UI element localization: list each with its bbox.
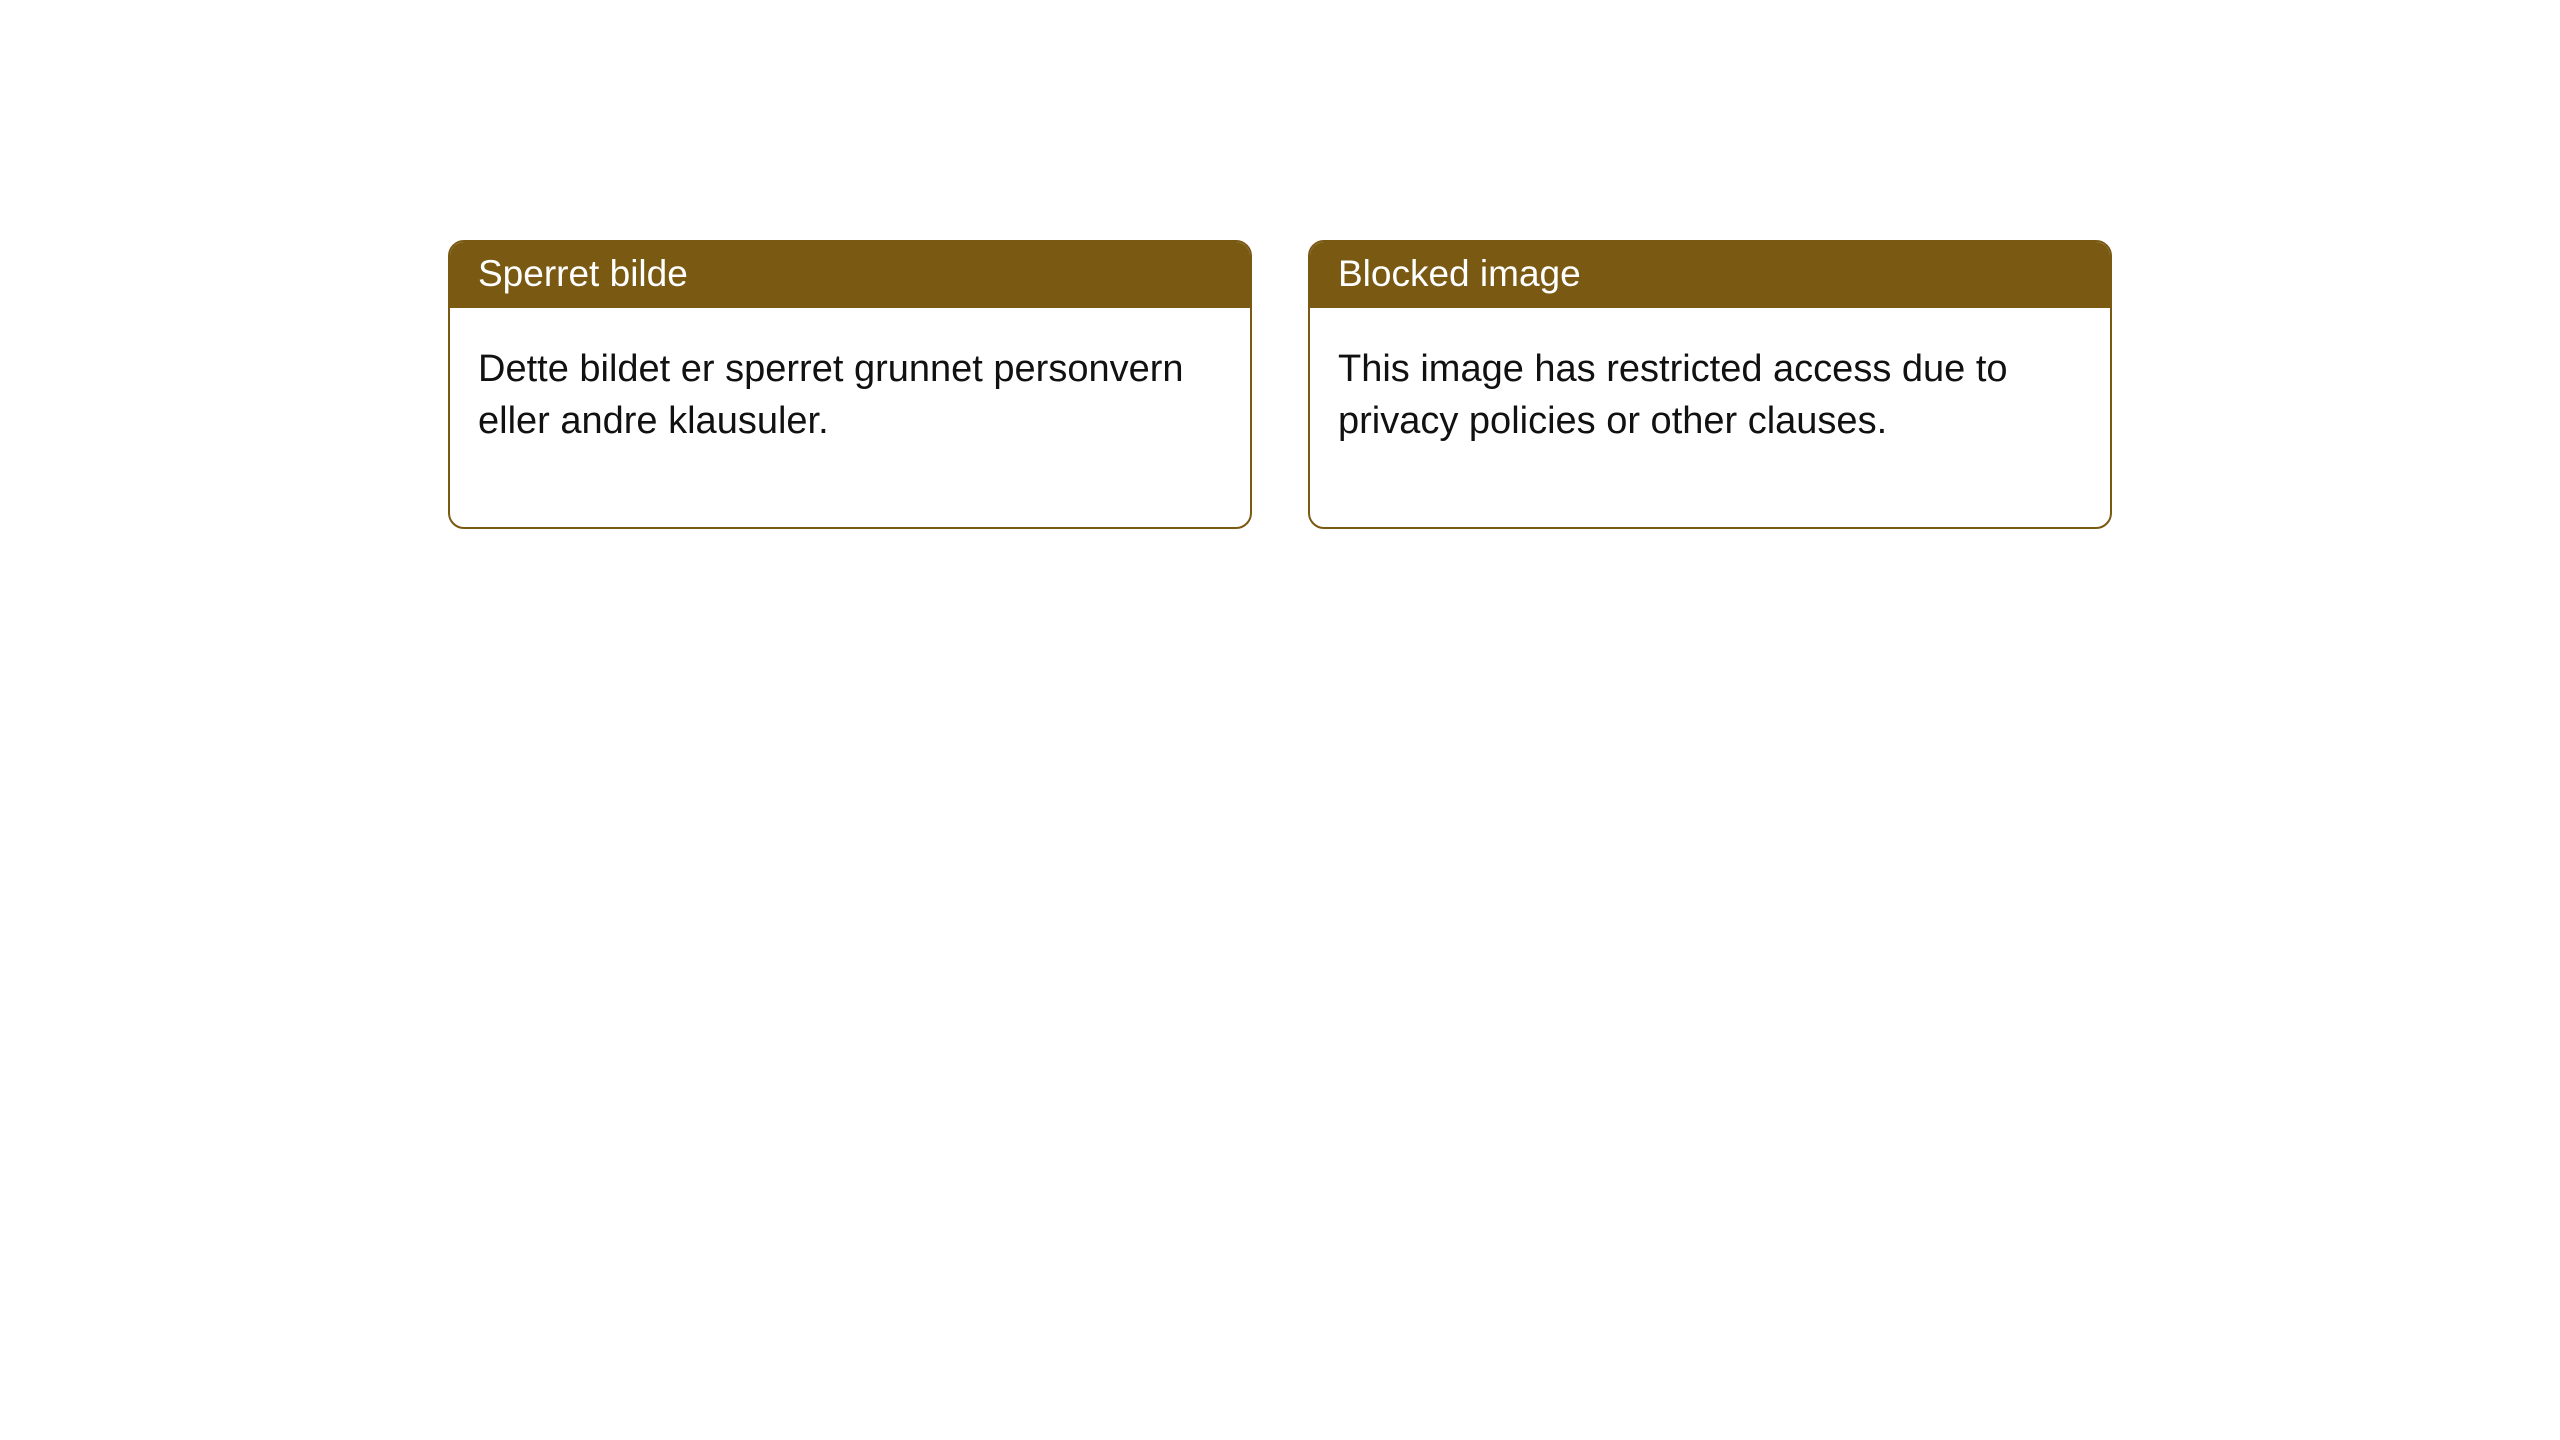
notice-body: Dette bildet er sperret grunnet personve… bbox=[450, 308, 1250, 527]
notice-container: Sperret bilde Dette bildet er sperret gr… bbox=[0, 0, 2560, 529]
notice-card-norwegian: Sperret bilde Dette bildet er sperret gr… bbox=[448, 240, 1252, 529]
notice-body: This image has restricted access due to … bbox=[1310, 308, 2110, 527]
notice-header: Sperret bilde bbox=[450, 242, 1250, 308]
notice-header: Blocked image bbox=[1310, 242, 2110, 308]
notice-card-english: Blocked image This image has restricted … bbox=[1308, 240, 2112, 529]
